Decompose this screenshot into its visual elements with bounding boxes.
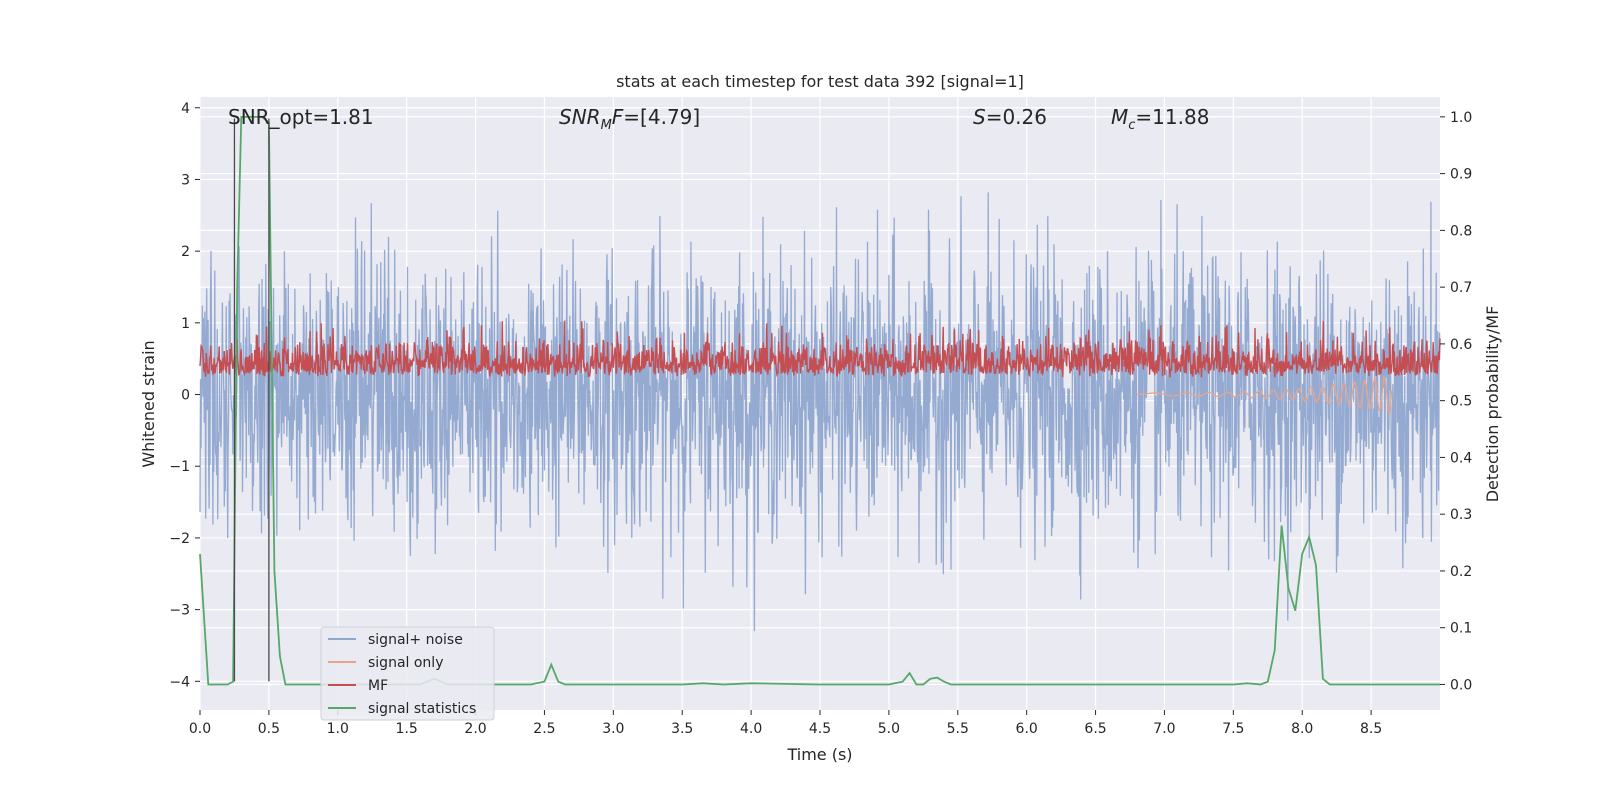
x-tick-label: 1.5 [396, 721, 418, 737]
y-tick-label-left: 3 [181, 172, 190, 188]
x-axis-label: Time (s) [786, 745, 852, 764]
annotation-mc: Mc=11.88 [1111, 105, 1209, 133]
legend: signal+ noise signal only MF signal stat… [320, 626, 495, 721]
x-tick-label: 2.0 [464, 721, 486, 737]
y-tick-label-left: 4 [181, 101, 190, 117]
y-tick-label-right: 0.2 [1450, 564, 1472, 580]
y-axis-label-right: Detection probability/MF [1483, 306, 1502, 503]
x-tick-label: 8.0 [1291, 721, 1313, 737]
x-tick-label: 4.5 [809, 721, 831, 737]
annotation-s: S=0.26 [973, 105, 1047, 129]
x-tick-label: 6.0 [1016, 721, 1038, 737]
y-tick-label-right: 0.1 [1450, 621, 1472, 637]
y-tick-label-right: 0.9 [1450, 167, 1472, 183]
y-tick-label-left: −2 [169, 531, 190, 547]
x-tick-label: 6.5 [1084, 721, 1106, 737]
x-tick-label: 5.0 [878, 721, 900, 737]
y-tick-label-right: 0.0 [1450, 677, 1472, 693]
x-tick-label: 7.0 [1153, 721, 1175, 737]
x-tick-label: 3.5 [671, 721, 693, 737]
y-tick-label-right: 0.4 [1450, 450, 1472, 466]
legend-label-signal-statistics: signal statistics [368, 701, 476, 717]
series-signal-noise [199, 192, 1441, 632]
y-tick-label-right: 1.0 [1450, 110, 1472, 126]
series-signal-statistics [199, 116, 1440, 686]
ticks: 0.0 0.5 1.0 1.5 2.0 2.5 3.0 3.5 4.0 4.5 5.0 5.5 6.0 6… [169, 101, 1472, 737]
y-tick-label-left: 0 [181, 388, 190, 404]
x-tick-label: 2.5 [533, 721, 555, 737]
x-tick-label: 5.5 [947, 721, 969, 737]
x-tick-label: 3.0 [602, 721, 624, 737]
legend-label-signal-noise: signal+ noise [368, 632, 463, 648]
y-axis-label-left: Whitened strain [139, 340, 158, 467]
y-tick-label-right: 0.5 [1450, 394, 1472, 410]
x-tick-label: 4.0 [740, 721, 762, 737]
chart-title: stats at each timestep for test data 392… [616, 72, 1024, 91]
x-tick-label: 1.0 [327, 721, 349, 737]
y-tick-label-left: −3 [169, 603, 190, 619]
series-signal-only [1136, 375, 1393, 416]
series-layer [199, 116, 1441, 686]
legend-label-mf: MF [368, 678, 388, 694]
legend-box [320, 626, 495, 721]
annotation-snr-opt: SNR_opt=1.81 [228, 105, 374, 129]
y-tick-label-left: 1 [181, 316, 190, 332]
legend-label-signal-only: signal only [368, 655, 443, 671]
y-tick-label-right: 0.7 [1450, 280, 1472, 296]
y-tick-label-right: 0.6 [1450, 337, 1472, 353]
y-tick-label-right: 0.3 [1450, 507, 1472, 523]
annotation-snr-mf: SNRMF=[4.79] [559, 105, 700, 133]
x-tick-label: 8.5 [1360, 721, 1382, 737]
y-tick-label-left: −4 [169, 674, 190, 690]
x-tick-label: 7.5 [1222, 721, 1244, 737]
x-tick-label: 0.5 [258, 721, 280, 737]
vertical-markers [233, 118, 270, 682]
y-tick-label-left: 2 [181, 244, 190, 260]
x-tick-label: 0.0 [189, 721, 211, 737]
series-mf [199, 321, 1441, 378]
y-tick-label-right: 0.8 [1450, 223, 1472, 239]
y-tick-label-left: −1 [169, 459, 190, 475]
